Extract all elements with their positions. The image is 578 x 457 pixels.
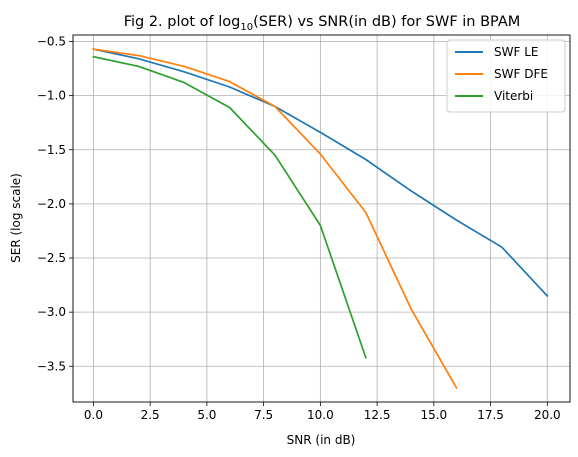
x-tick-label: 7.5 xyxy=(254,408,273,422)
y-tick-label: −1.0 xyxy=(37,89,66,103)
chart-title-subscript: 10 xyxy=(240,22,253,33)
y-tick-label: −3.0 xyxy=(37,305,66,319)
plot-frame xyxy=(72,34,571,403)
y-tick-label: −2.0 xyxy=(37,197,66,211)
legend-box xyxy=(446,39,566,113)
legend-label-swf-dfe: SWF DFE xyxy=(494,67,548,81)
series-line-swf-dfe xyxy=(92,48,458,390)
y-tick-label: −2.5 xyxy=(37,251,66,265)
legend-label-viterbi: Viterbi xyxy=(494,89,533,103)
x-tick-label: 10.0 xyxy=(307,408,334,422)
x-tick-label: 5.0 xyxy=(197,408,216,422)
x-tick-label: 12.5 xyxy=(364,408,391,422)
y-axis-label: SER (log scale) xyxy=(9,173,23,263)
x-tick-label: 2.5 xyxy=(141,408,160,422)
x-axis-label: SNR (in dB) xyxy=(287,433,356,447)
series-layer xyxy=(92,48,549,390)
series-line-viterbi xyxy=(92,55,367,359)
x-tick-label: 15.0 xyxy=(420,408,447,422)
chart-title-suffix: (SER) vs SNR(in dB) for SWF in BPAM xyxy=(253,14,520,30)
chart-title: Fig 2. plot of log10(SER) vs SNR(in dB) … xyxy=(124,14,521,33)
y-tick-label: −0.5 xyxy=(37,34,66,48)
x-tick-label: 17.5 xyxy=(477,408,504,422)
chart-title-prefix: Fig 2. plot of log xyxy=(124,14,241,30)
x-tick-label: 0.0 xyxy=(84,408,103,422)
y-tick-label: −1.5 xyxy=(37,143,66,157)
tick-layer: 0.0 2.5 5.0 7.5 10.0 12.5 15.0 17.5 20.0 −0.5 −1.0… xyxy=(37,34,561,422)
y-tick-label: −3.5 xyxy=(37,359,66,373)
x-tick-label: 20.0 xyxy=(534,408,561,422)
legend-label-swf-le: SWF LE xyxy=(494,45,538,59)
series-line-swf-le xyxy=(92,48,549,298)
legend: SWF LE SWF DFE Viterbi xyxy=(446,39,566,113)
